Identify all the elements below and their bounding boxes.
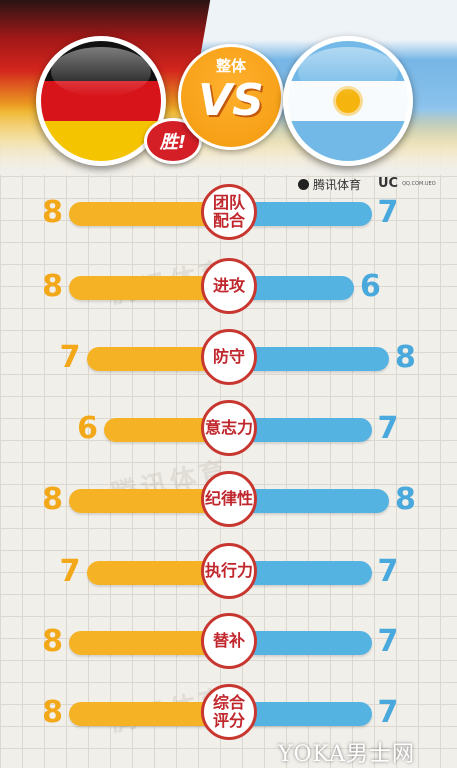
stat-row: 7 7 执行力 — [0, 543, 457, 603]
category-label: 防守 — [201, 329, 257, 385]
germany-score: 7 — [59, 340, 81, 375]
category-label: 纪律性 — [201, 471, 257, 527]
germany-score: 6 — [77, 411, 98, 446]
argentina-score: 6 — [360, 269, 381, 304]
stat-row: 6 7 意志力 — [0, 400, 457, 460]
argentina-score: 8 — [395, 340, 416, 375]
argentina-score: 7 — [377, 624, 399, 659]
qq-icon — [298, 179, 309, 190]
argentina-score: 7 — [377, 411, 399, 446]
category-label: 执行力 — [201, 543, 257, 599]
category-label: 综合 评分 — [201, 684, 257, 740]
argentina-score: 8 — [395, 482, 416, 517]
germany-score: 8 — [42, 624, 63, 659]
tencent-sports-label: 腾讯体育 — [313, 178, 362, 192]
stat-row: 8 6 进攻 — [0, 258, 457, 318]
stat-row: 8 7 替补 — [0, 613, 457, 673]
category-label: 意志力 — [201, 400, 257, 456]
germany-score: 8 — [42, 695, 63, 730]
flag-gloss — [298, 47, 398, 97]
stat-row: 8 7 综合 评分 — [0, 684, 457, 744]
stat-row: 8 7 团队 配合 — [0, 184, 457, 244]
tencent-sports-logo: 腾讯体育 — [298, 176, 361, 193]
stat-row: 7 8 防守 — [0, 329, 457, 389]
sun-of-may-icon — [336, 89, 360, 113]
vs-title: 整体 — [215, 57, 246, 75]
vs-badge: 整体 VS — [178, 44, 284, 150]
argentina-score: 7 — [377, 195, 399, 230]
germany-score: 8 — [42, 195, 63, 230]
uc-label: UC — [378, 176, 399, 191]
germany-score: 8 — [42, 482, 63, 517]
category-label: 团队 配合 — [201, 184, 257, 240]
germany-score: 7 — [59, 554, 81, 589]
uc-logo: UC QQ.COM.UEO — [378, 176, 436, 191]
argentina-score: 7 — [377, 554, 399, 589]
vs-text: VS — [198, 75, 264, 126]
category-label: 进攻 — [201, 258, 257, 314]
category-label: 替补 — [201, 613, 257, 669]
uc-sub-label: QQ.COM.UEO — [402, 180, 436, 187]
germany-score: 8 — [42, 269, 63, 304]
stat-row: 8 8 纪律性 — [0, 471, 457, 531]
yoka-logo: YOKA男士网 — [278, 742, 415, 767]
argentina-flag-icon — [283, 36, 413, 166]
flag-gloss — [51, 47, 151, 97]
argentina-score: 7 — [377, 695, 399, 730]
